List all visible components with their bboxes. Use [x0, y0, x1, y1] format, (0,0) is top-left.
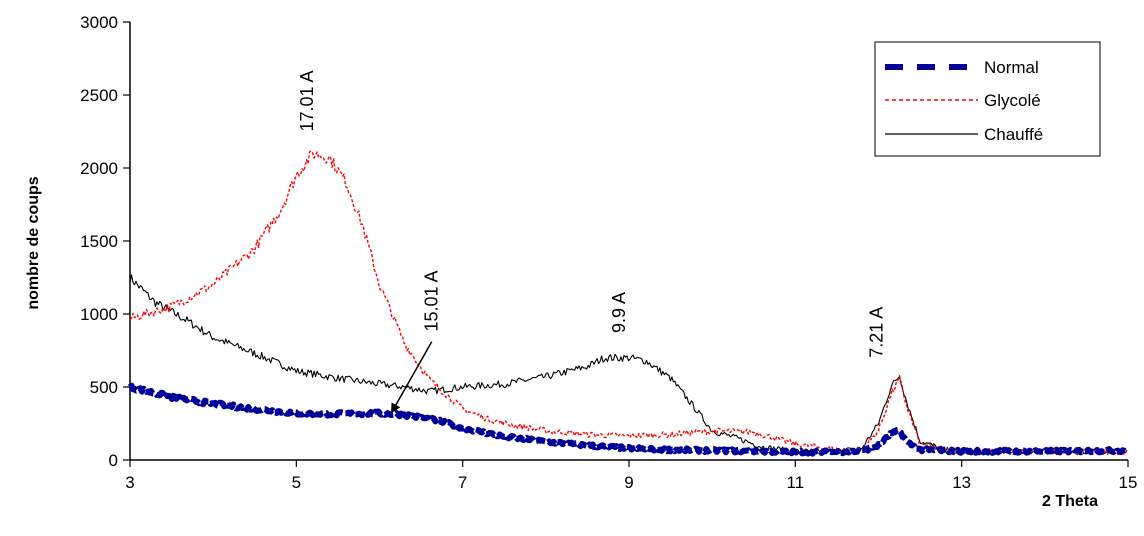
- y-tick-label: 2000: [80, 159, 118, 178]
- x-tick-label: 15: [1119, 473, 1138, 492]
- y-tick-label: 1000: [80, 305, 118, 324]
- peak-label-0: 17.01 A: [297, 70, 317, 131]
- peak-label-2: 9.9 A: [609, 292, 629, 333]
- x-tick-label: 13: [952, 473, 971, 492]
- peak-label-1: 15.01 A: [422, 270, 442, 331]
- peak-label-3: 7.21 A: [867, 307, 887, 358]
- peak-arrow: [390, 341, 433, 414]
- x-tick-label: 5: [292, 473, 301, 492]
- legend-label-normal: Normal: [984, 58, 1039, 77]
- x-axis-title: 2 Theta: [1042, 493, 1098, 510]
- y-axis-title: nombre de coups: [25, 176, 42, 309]
- legend: Normal Glycolé Chauffé: [874, 41, 1101, 157]
- axes: 0 500 1000 1500 2000 2500 3000 3 5 7 9 11 13 15: [80, 13, 1137, 492]
- y-tick-label: 1500: [80, 232, 118, 251]
- legend-box: [874, 41, 1101, 157]
- y-tick-label: 500: [90, 378, 118, 397]
- series-line-0: [127, 382, 1129, 457]
- x-tick-label: 7: [458, 473, 467, 492]
- series-layer: [127, 150, 1129, 457]
- y-tick-label: 2500: [80, 86, 118, 105]
- y-tick-label: 3000: [80, 13, 118, 32]
- legend-label-glycole: Glycolé: [984, 91, 1041, 110]
- x-tick-label: 9: [624, 473, 633, 492]
- x-tick-label: 11: [787, 473, 805, 492]
- y-tick-label: 0: [109, 451, 118, 470]
- annotations: 17.01 A 15.01 A 9.9 A 7.21 A: [297, 70, 887, 414]
- x-tick-label: 3: [125, 473, 134, 492]
- legend-label-chauffe: Chauffé: [984, 125, 1043, 144]
